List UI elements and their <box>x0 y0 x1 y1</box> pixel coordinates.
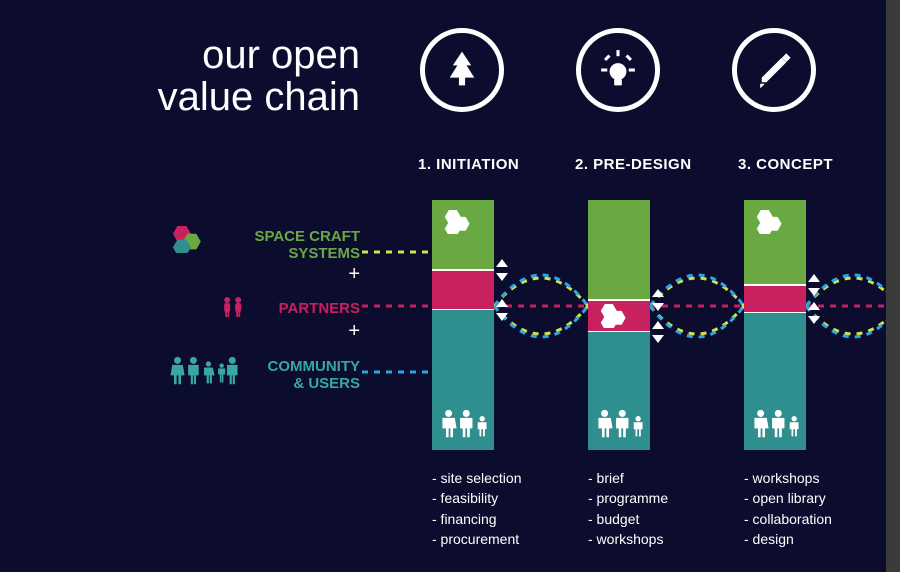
legend-plus: + <box>0 263 360 286</box>
family-icon <box>748 409 805 444</box>
phase-icon-predesign <box>576 28 660 112</box>
phase-column-initiation <box>432 200 494 450</box>
segment-magenta <box>744 285 806 313</box>
phase-column-concept <box>744 200 806 450</box>
phase-column-predesign <box>588 200 650 450</box>
phase-label-predesign: 2. PRE-DESIGN <box>575 156 692 173</box>
hex-logo-icon <box>756 210 782 239</box>
legend-partners: PARTNERS <box>0 300 360 317</box>
hex-logo-icon <box>444 210 470 239</box>
segment-green <box>588 200 650 300</box>
family-icon <box>436 409 493 444</box>
title-line-2: value chain <box>0 76 360 118</box>
phase-icon-initiation <box>420 28 504 112</box>
bullets-concept: - workshops- open library- collaboration… <box>744 468 832 549</box>
partners-people-icon <box>220 296 246 323</box>
community-family-icon <box>168 356 240 391</box>
bullets-predesign: - brief- programme- budget- workshops <box>588 468 668 549</box>
hex-logo-icon <box>600 304 626 333</box>
segment-magenta <box>432 270 494 310</box>
phase-label-concept: 3. CONCEPT <box>738 156 833 173</box>
bullets-initiation: - site selection- feasibility- financing… <box>432 468 521 549</box>
legend-label-text2: & USERS <box>293 375 360 392</box>
legend-label-text2: SYSTEMS <box>288 245 360 262</box>
resize-arrows-icon <box>652 321 664 348</box>
title-line-1: our open <box>0 34 360 76</box>
page-title: our open value chain <box>0 34 360 118</box>
hex-logo-icon <box>172 226 201 258</box>
resize-arrows-icon <box>496 259 508 286</box>
legend-label-text: SPACE CRAFT <box>254 228 360 245</box>
legend-plus: + <box>0 320 360 343</box>
infographic-stage: our open value chain 1. INITIATION 2. PR… <box>0 0 900 572</box>
resize-arrows-icon <box>808 274 820 301</box>
resize-arrows-icon <box>808 302 820 329</box>
family-icon <box>592 409 649 444</box>
phase-label-initiation: 1. INITIATION <box>418 156 519 173</box>
scrollbar[interactable] <box>886 0 900 572</box>
resize-arrows-icon <box>652 289 664 316</box>
phase-icon-concept <box>732 28 816 112</box>
resize-arrows-icon <box>496 299 508 326</box>
legend-label-text: PARTNERS <box>279 300 360 317</box>
legend-label-text: COMMUNITY <box>268 358 361 375</box>
